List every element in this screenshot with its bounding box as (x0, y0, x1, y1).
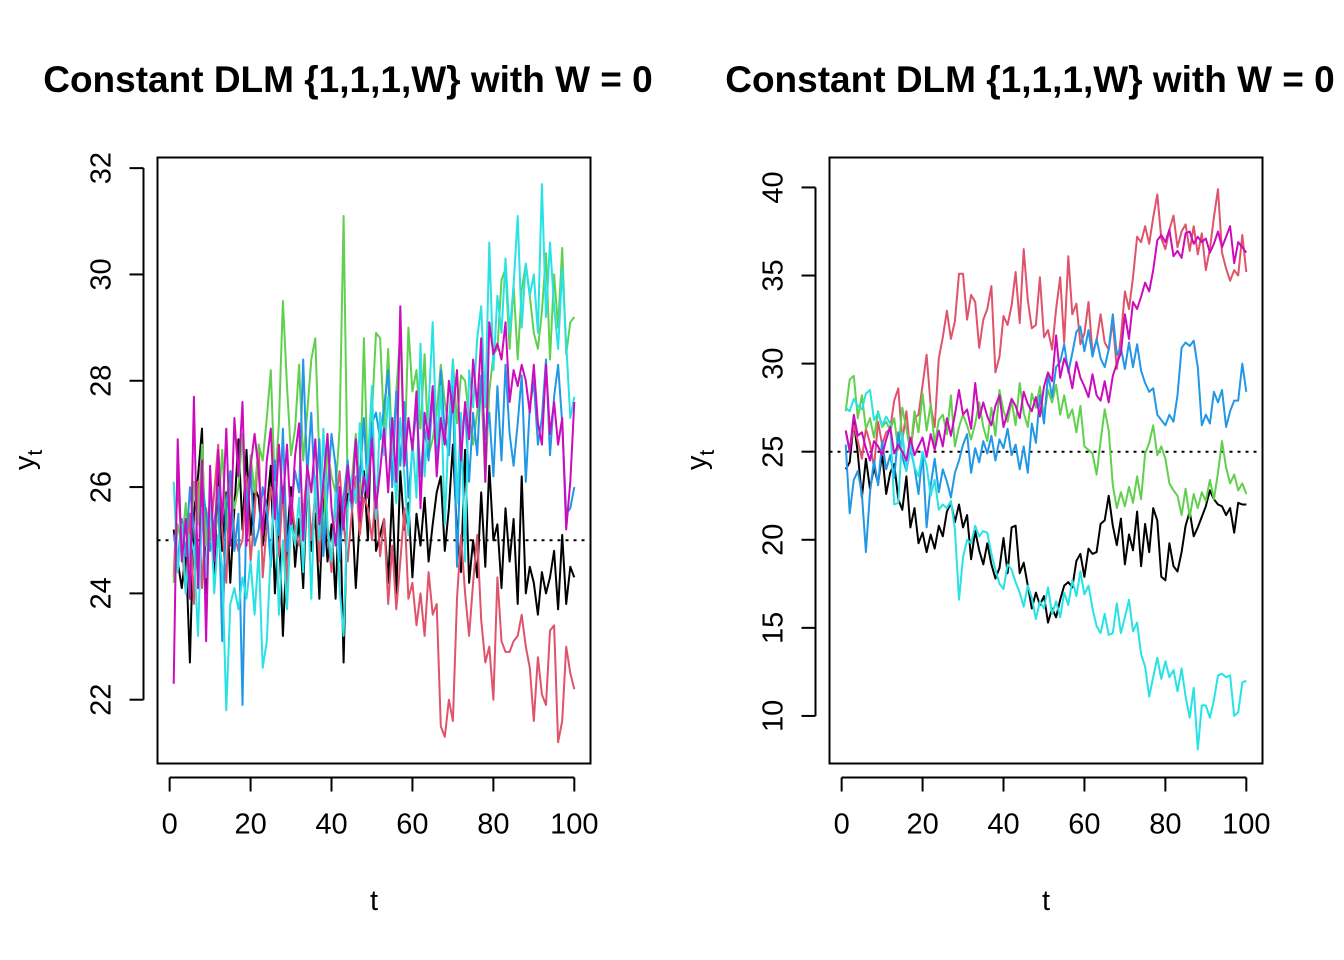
series-line-6 (844, 225, 1248, 462)
y-axis-label-subscript: t (696, 450, 719, 456)
x-tick-label: 0 (162, 809, 178, 841)
x-tick-label: 100 (550, 809, 598, 841)
x-tick-label: 80 (1149, 809, 1181, 841)
y-axis-label-main: y (9, 455, 41, 470)
x-tick-label: 20 (234, 809, 266, 841)
chart-title: Constant DLM {1,1,1,W} with W = 0 (43, 59, 653, 100)
series-lines (157, 183, 591, 744)
x-axis-label: t (370, 885, 378, 917)
y-tick-label: 30 (86, 258, 118, 290)
y-tick-label: 32 (86, 152, 118, 184)
y-tick-label: 20 (758, 524, 790, 556)
chart-title: Constant DLM {1,1,1,W} with W = 0 (725, 59, 1335, 100)
series-line-5 (845, 389, 1247, 751)
y-tick-label: 24 (86, 577, 118, 609)
series-line-5 (172, 183, 576, 712)
x-tick-label: 60 (396, 809, 428, 841)
series-line-6 (172, 305, 576, 684)
y-tick-label: 35 (758, 259, 790, 291)
x-tick-label: 40 (315, 809, 347, 841)
y-tick-label: 26 (86, 471, 118, 503)
y-tick-label: 28 (86, 365, 118, 397)
series-lines (829, 188, 1263, 751)
y-tick-label: 15 (758, 612, 790, 644)
y-tick-label: 22 (86, 684, 118, 716)
x-tick-label: 0 (834, 809, 850, 841)
axes: 0 20 40 60 80 100 22 24 26 28 30 32 (86, 152, 599, 841)
y-axis-label-main: y (681, 455, 713, 470)
x-axis-label: t (1042, 885, 1050, 917)
x-tick-label: 20 (906, 809, 938, 841)
series-line-4 (172, 358, 576, 706)
series-line-1 (844, 420, 1247, 624)
plot-frame (828, 156, 1264, 765)
series-line-2 (172, 443, 576, 744)
x-tick-label: 80 (477, 809, 509, 841)
y-axis-label: yt (9, 450, 47, 471)
y-tick-label: 40 (758, 171, 790, 203)
y-tick-label: 25 (758, 436, 790, 468)
series-line-4 (844, 313, 1248, 554)
chart-panel-right: Constant DLM {1,1,1,W} with W = 0 0 20 40 6… (681, 59, 1335, 917)
plot-frame (156, 156, 592, 765)
y-axis-label: yt (681, 450, 719, 471)
x-tick-label: 40 (987, 809, 1019, 841)
x-tick-label: 100 (1222, 809, 1270, 841)
y-axis-label-subscript: t (24, 450, 47, 456)
chart-panel-left: Constant DLM {1,1,1,W} with W = 0 0 20 40 6… (9, 59, 653, 917)
x-tick-label: 60 (1068, 809, 1100, 841)
y-tick-label: 30 (758, 347, 790, 379)
axes: 0 20 40 60 80 100 10 15 20 25 30 35 40 (758, 171, 1271, 840)
y-tick-label: 10 (758, 700, 790, 732)
